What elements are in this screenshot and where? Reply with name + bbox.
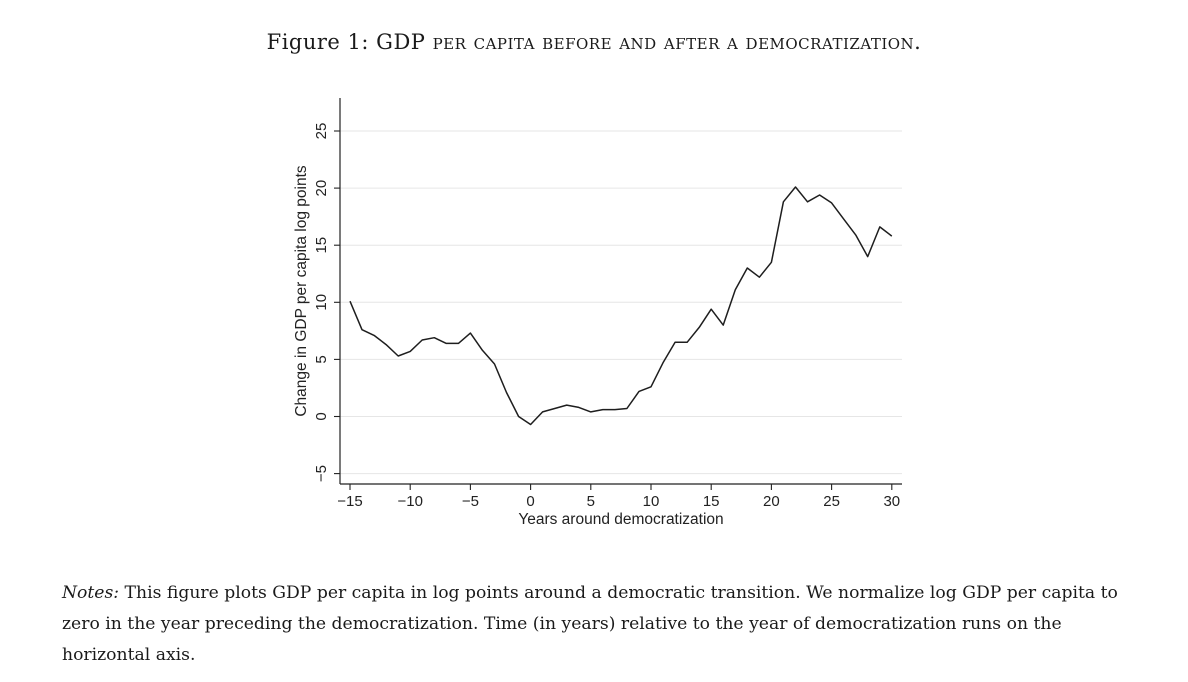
x-axis-label: Years around democratization	[518, 511, 723, 528]
series-line-0	[349, 186, 893, 426]
y-tick-label: 10	[313, 294, 330, 311]
figure-title-text: GDP per capita before and after a democr…	[376, 30, 922, 54]
x-tick-label: 5	[587, 493, 595, 510]
figure-title: Figure 1: GDP per capita before and afte…	[0, 30, 1188, 54]
series-layer	[349, 186, 893, 426]
y-tick-label: 0	[313, 412, 330, 420]
y-tick-label: 5	[313, 355, 330, 363]
figure-label: Figure 1:	[266, 30, 369, 54]
y-tick-label: 25	[313, 123, 330, 140]
y-axis-label: Change in GDP per capita log points	[293, 165, 310, 417]
axes: −5 0 5 10 15 20 25 −15 −10 −5 0 5 10 15 20 25 30	[313, 98, 902, 510]
x-tick-label: −5	[462, 493, 479, 510]
x-tick-label: 30	[883, 493, 900, 510]
x-tick-label: 25	[823, 493, 840, 510]
y-tick-label: −5	[313, 465, 330, 482]
notes-text: This figure plots GDP per capita in log …	[62, 583, 1118, 665]
x-tick-label: 10	[643, 493, 660, 510]
y-tick-label: 15	[313, 237, 330, 254]
y-tick-label: 20	[313, 180, 330, 197]
figure-notes: Notes: This figure plots GDP per capita …	[62, 578, 1132, 671]
x-tick-label: 15	[703, 493, 720, 510]
x-tick-label: 0	[526, 493, 534, 510]
line-chart: −5 0 5 10 15 20 25 −15 −10 −5 0 5 10 15 20 25 30 Years a…	[293, 98, 902, 528]
x-tick-label: 20	[763, 493, 780, 510]
x-tick-label: −10	[397, 493, 422, 510]
x-tick-label: −15	[337, 493, 362, 510]
notes-label: Notes:	[62, 583, 120, 603]
gridlines	[340, 130, 902, 475]
